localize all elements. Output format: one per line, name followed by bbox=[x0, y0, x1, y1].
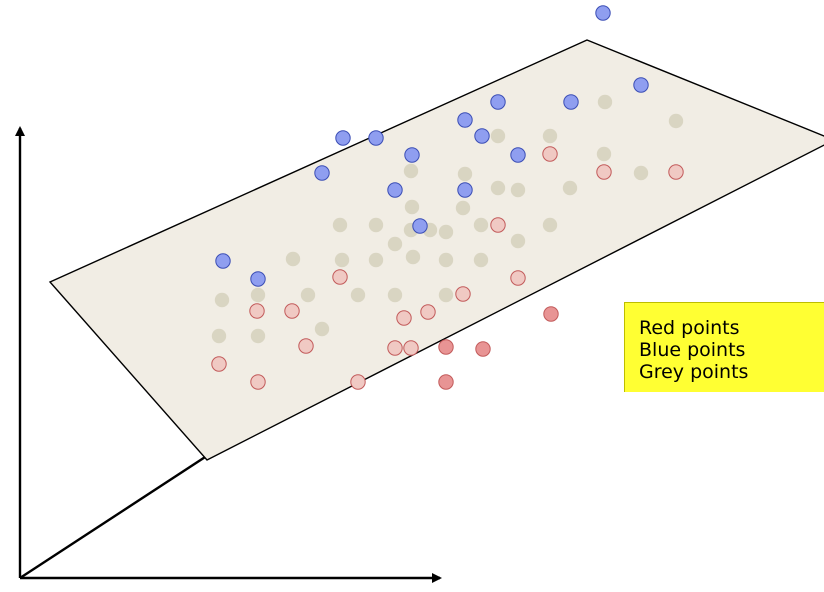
blue-point bbox=[490, 94, 506, 110]
red-point bbox=[438, 339, 454, 355]
red-point bbox=[332, 269, 348, 285]
grey-point bbox=[457, 166, 473, 182]
grey-point bbox=[211, 328, 227, 344]
grey-point bbox=[542, 128, 558, 144]
grey-point bbox=[214, 292, 230, 308]
blue-point bbox=[404, 147, 420, 163]
blue-point bbox=[412, 218, 428, 234]
grey-point bbox=[597, 94, 613, 110]
grey-point bbox=[314, 321, 330, 337]
grey-point bbox=[300, 287, 316, 303]
grey-point bbox=[350, 287, 366, 303]
red-point bbox=[396, 310, 412, 326]
grey-point bbox=[368, 252, 384, 268]
red-point bbox=[250, 374, 266, 390]
grey-point bbox=[438, 287, 454, 303]
grey-point bbox=[332, 217, 348, 233]
blue-point bbox=[335, 130, 351, 146]
points-layer bbox=[211, 5, 684, 390]
grey-point bbox=[250, 287, 266, 303]
red-point bbox=[403, 340, 419, 356]
blue-point bbox=[595, 5, 611, 21]
red-point bbox=[298, 338, 314, 354]
red-point bbox=[284, 303, 300, 319]
grey-point bbox=[387, 236, 403, 252]
grey-point bbox=[490, 128, 506, 144]
grey-point bbox=[510, 182, 526, 198]
grey-point bbox=[368, 217, 384, 233]
grey-point bbox=[542, 217, 558, 233]
red-point bbox=[490, 217, 506, 233]
grey-point bbox=[403, 163, 419, 179]
red-point bbox=[211, 356, 227, 372]
legend-red-points: Red points bbox=[639, 317, 740, 339]
blue-point bbox=[457, 182, 473, 198]
grey-point bbox=[285, 251, 301, 267]
red-point bbox=[387, 340, 403, 356]
red-point bbox=[475, 341, 491, 357]
red-point bbox=[543, 306, 559, 322]
red-point bbox=[455, 286, 471, 302]
blue-point bbox=[314, 165, 330, 181]
grey-point bbox=[438, 224, 454, 240]
legend-blue-points: Blue points bbox=[639, 339, 746, 361]
red-point bbox=[668, 164, 684, 180]
grey-point bbox=[250, 328, 266, 344]
grey-point bbox=[455, 200, 471, 216]
blue-point bbox=[368, 130, 384, 146]
grey-point bbox=[473, 252, 489, 268]
legend-box: Red points Blue points Grey points bbox=[624, 302, 824, 392]
grey-point bbox=[562, 180, 578, 196]
blue-point bbox=[633, 77, 649, 93]
legend-grey-points: Grey points bbox=[639, 361, 749, 383]
red-point bbox=[510, 270, 526, 286]
blue-point bbox=[563, 94, 579, 110]
grey-point bbox=[334, 252, 350, 268]
grey-point bbox=[405, 249, 421, 265]
grey-point bbox=[473, 217, 489, 233]
blue-point bbox=[215, 253, 231, 269]
blue-point bbox=[250, 271, 266, 287]
blue-point bbox=[457, 112, 473, 128]
red-point bbox=[596, 164, 612, 180]
grey-point bbox=[633, 165, 649, 181]
grey-point bbox=[510, 233, 526, 249]
grey-point bbox=[668, 113, 684, 129]
separating-plane bbox=[48, 39, 824, 461]
blue-point bbox=[474, 128, 490, 144]
grey-point bbox=[596, 146, 612, 162]
blue-point bbox=[387, 182, 403, 198]
red-point bbox=[249, 303, 265, 319]
grey-point bbox=[490, 180, 506, 196]
blue-point bbox=[510, 147, 526, 163]
red-point bbox=[350, 374, 366, 390]
grey-point bbox=[387, 287, 403, 303]
grey-point bbox=[438, 252, 454, 268]
red-point bbox=[420, 304, 436, 320]
grey-point bbox=[404, 199, 420, 215]
red-point bbox=[438, 374, 454, 390]
red-point bbox=[542, 146, 558, 162]
